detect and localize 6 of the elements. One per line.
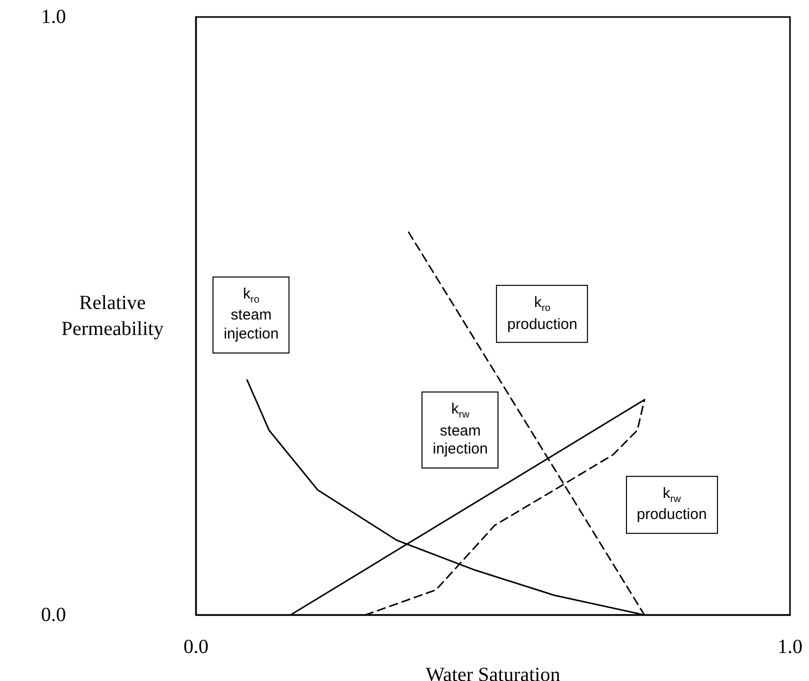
y-axis-title: Relative Permeability: [60, 291, 165, 342]
annotation: k$_{ro}$ steam injection: [212, 276, 290, 354]
annotation: k$_{rw}$ steam injection: [422, 392, 499, 469]
annotation: k$_{ro}$ production: [496, 285, 588, 344]
x-axis-title: Water Saturation: [426, 664, 560, 681]
annotation: k$_{rw}$ production: [626, 476, 718, 534]
